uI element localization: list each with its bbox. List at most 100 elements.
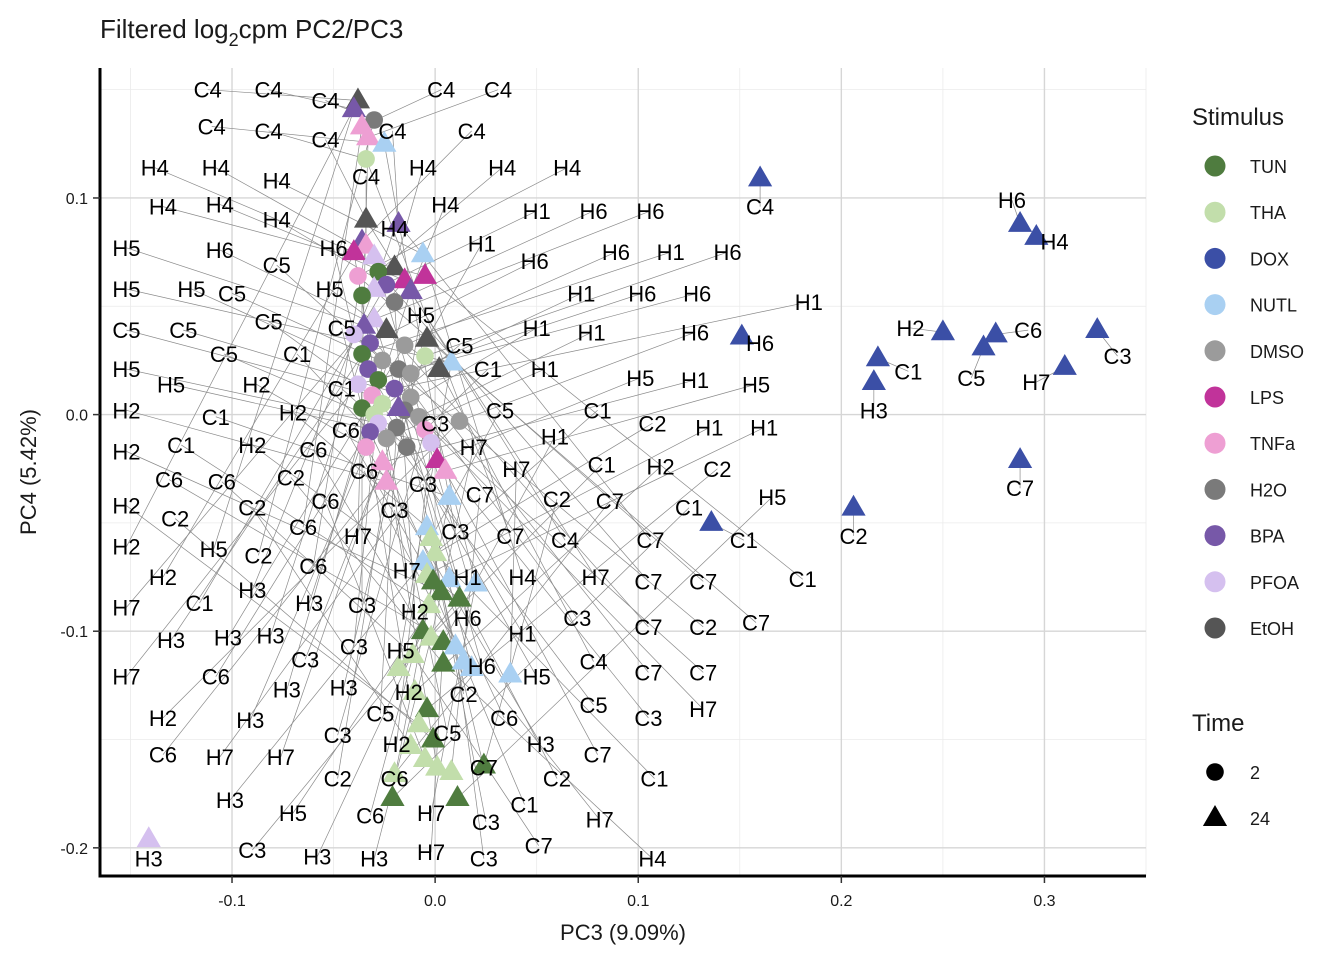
point-label: H7 [393,559,421,584]
legend-key-tnfa [1204,432,1226,454]
point-nutl [498,661,523,683]
point-label: C2 [839,524,867,549]
point-dox [983,321,1008,343]
point-label: C1 [202,405,230,430]
legend-label-time-2: 2 [1250,763,1260,783]
point-dox [1052,353,1077,375]
leader-line [211,126,385,145]
point-label: H5 [742,372,770,397]
point-label: C7 [636,528,664,553]
point-dox [1007,211,1033,232]
leader-line [455,646,485,859]
point-tun [369,262,388,281]
point-label: C6 [1014,318,1042,343]
point-label: H4 [141,156,169,181]
point-label: H3 [216,788,244,813]
legend-label-tnfa: TNFa [1250,434,1296,454]
y-tick-label: -0.2 [60,841,88,858]
point-label: H6 [683,281,711,306]
point-label: C6 [332,418,360,443]
point-label: C4 [427,78,455,103]
leader-line [400,362,452,651]
point-label: H1 [750,416,778,441]
point-label: C3 [441,520,469,545]
point-label: H7 [206,745,234,770]
leader-line [365,446,542,745]
data-points [136,87,1110,848]
point-label: H7 [417,840,445,865]
point-label: H5 [315,277,343,302]
point-label: H6 [454,606,482,631]
leader-line [426,243,483,339]
point-label: H6 [628,281,656,306]
point-label: C3 [324,723,352,748]
legend-label-bpa: BPA [1250,527,1285,547]
legend: Stimulus TUN THA DOX NUTL DMSO LPS TNFa H2O BPA P… [1192,104,1304,829]
point-label: C1 [640,767,668,792]
point-label: H3 [273,678,301,703]
leader-line [361,251,671,355]
point-label: H6 [746,331,774,356]
point-etoh [374,317,399,339]
leader-line [437,377,641,461]
point-tha [425,754,450,776]
point-pfoa [136,826,161,848]
point-label: H5 [407,303,435,328]
point-label: H5 [177,277,205,302]
point-label: H5 [112,357,140,382]
point-label: H6 [602,240,630,265]
legend-label-etoh: EtOH [1250,619,1294,639]
point-label: C6 [149,743,177,768]
leader-line [258,119,375,556]
point-label: H1 [468,231,496,256]
point-dox [699,509,724,531]
leader-line [426,574,525,805]
leader-line [398,223,651,541]
leader-line [442,436,556,643]
leader-line [126,384,359,677]
leader-line [126,288,452,363]
point-label: C3 [348,593,376,618]
leader-line [215,167,375,257]
point-label: H6 [636,199,664,224]
point-tun [471,752,496,774]
point-label: H1 [523,199,551,224]
leader-line [154,167,355,253]
leader-line [457,496,773,799]
leader-line [394,210,594,303]
leader-line [256,383,367,448]
point-dox [747,165,773,187]
point-tnfa [349,267,367,285]
leader-line [394,267,596,578]
legend-label-lps: LPS [1250,388,1284,408]
point-label: C3 [472,810,500,835]
point-lps [412,262,438,284]
point-label: C4 [484,78,512,103]
leader-line [162,241,363,578]
point-dox [865,345,890,367]
point-tun [353,345,371,363]
point-label: C5 [169,318,197,343]
leader-line [333,247,355,335]
point-lps [341,239,366,261]
point-label: C5 [218,281,246,306]
point-label: C2 [324,767,352,792]
point-label: C2 [449,682,477,707]
point-label: C6 [299,554,327,579]
point-label: C3 [470,847,498,872]
point-label: H2 [112,535,140,560]
point-label: C7 [496,524,524,549]
legend-key-nutl [1204,294,1226,316]
point-label: H6 [579,199,607,224]
point-label: H3 [236,708,264,733]
y-tick-label: -0.1 [60,624,88,641]
point-label: H4 [508,565,536,590]
point-label: C2 [543,767,571,792]
leader-line [296,353,371,433]
point-bpa [361,423,379,441]
point-label: H7 [267,745,295,770]
legend-label-tun: TUN [1250,157,1287,177]
leader-line [459,331,696,422]
leader-line [231,292,399,370]
point-tun [380,785,405,806]
